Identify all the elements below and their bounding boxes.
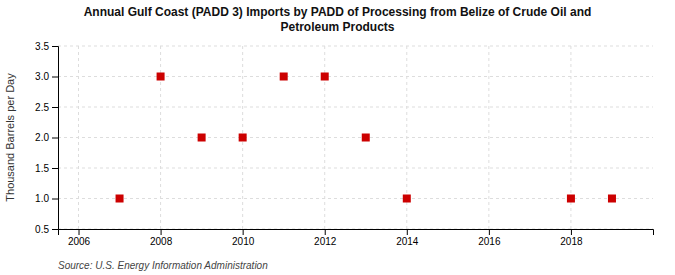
grid-line <box>58 46 653 47</box>
grid-line <box>58 107 653 108</box>
y-axis: 0.5 1.0 1.5 2.0 2.5 3.0 3.5 <box>35 41 58 235</box>
tick: 2.0 <box>35 132 58 143</box>
point <box>608 195 616 203</box>
tick: 2.5 <box>35 102 58 113</box>
point <box>321 73 329 81</box>
tick-label: 2014 <box>396 236 419 247</box>
tick-mark <box>407 229 408 235</box>
tick-mark <box>52 107 58 108</box>
title-line: Annual Gulf Coast (PADD 3) Imports by PA… <box>84 5 592 19</box>
axis-line <box>52 47 59 230</box>
tick: 2010 <box>232 229 255 247</box>
x-axis: 2006 2008 2010 2012 2014 2016 2018 <box>59 229 654 247</box>
tick-mark <box>243 229 244 235</box>
tick: 3.5 <box>35 41 58 52</box>
tick-label: 2016 <box>478 236 501 247</box>
tick-mark <box>52 199 58 200</box>
grid-line <box>58 137 653 138</box>
grid-line <box>58 198 653 199</box>
grid-line <box>488 46 489 229</box>
source: Source: U.S. Energy Information Administ… <box>58 260 268 271</box>
tick: 2014 <box>396 229 419 247</box>
tick-label: 2018 <box>560 236 583 247</box>
tick-label: 2006 <box>68 236 91 247</box>
tick: 2018 <box>560 229 583 247</box>
tick-mark <box>571 229 572 235</box>
point <box>403 195 411 203</box>
grid-line <box>58 168 653 169</box>
points <box>116 73 616 203</box>
tick-mark <box>52 229 58 230</box>
tick-mark <box>489 229 490 235</box>
point <box>116 195 124 203</box>
tick-label: 1.5 <box>35 163 49 174</box>
tick-label: 2012 <box>314 236 337 247</box>
point <box>362 134 370 142</box>
grid <box>58 46 653 229</box>
tick: 2016 <box>478 229 501 247</box>
plot-area: 2006 2008 2010 2012 2014 2016 2018 0.5 1.0 1.5 2.0… <box>35 41 653 247</box>
tick-label: 3.0 <box>35 71 49 82</box>
tick: 2008 <box>150 229 173 247</box>
tick-mark <box>52 168 58 169</box>
tick-label: 3.5 <box>35 41 49 52</box>
tick-label: 2.5 <box>35 102 49 113</box>
grid-line <box>58 76 653 77</box>
tick-mark <box>79 229 80 235</box>
point <box>198 134 206 142</box>
point <box>280 73 288 81</box>
tick-label: 2010 <box>232 236 255 247</box>
axis-line <box>59 230 654 236</box>
tick: 2006 <box>68 229 91 247</box>
tick-label: 2.0 <box>35 132 49 143</box>
title-line: Petroleum Products <box>280 20 394 34</box>
tick: 0.5 <box>35 224 58 235</box>
tick-label: 0.5 <box>35 224 49 235</box>
tick-label: 1.0 <box>35 193 49 204</box>
tick: 3.0 <box>35 71 58 82</box>
title: Annual Gulf Coast (PADD 3) Imports by PA… <box>84 5 592 34</box>
tick-label: 2008 <box>150 236 173 247</box>
point <box>567 195 575 203</box>
tick-mark <box>52 77 58 78</box>
tick-mark <box>325 229 326 235</box>
tick-mark <box>52 138 58 139</box>
tick-mark <box>161 229 162 235</box>
chart: 2006 2008 2010 2012 2014 2016 2018 0.5 1.0 1.5 2.0… <box>0 0 675 275</box>
tick: 2012 <box>314 229 337 247</box>
tick: 1.0 <box>35 193 58 204</box>
point <box>157 73 165 81</box>
tick: 1.5 <box>35 163 58 174</box>
y-axis-title: Thousand Barrels per Day <box>4 73 16 202</box>
tick-mark <box>52 46 58 47</box>
point <box>239 134 247 142</box>
